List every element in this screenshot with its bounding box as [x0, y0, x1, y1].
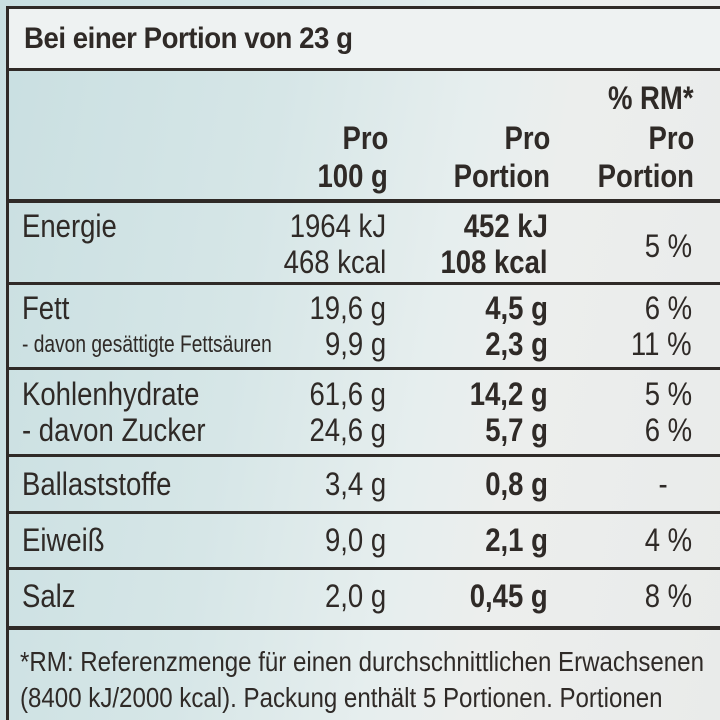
header-per100-line2: 100 g [317, 158, 388, 194]
row-fett-sat-portion: 2,3 g [485, 326, 548, 362]
rule-salz [6, 626, 720, 630]
row-fett-sublabel: - davon gesättigte Fettsäuren [22, 331, 272, 358]
row-zucker-rm: 6 % [644, 412, 692, 448]
row-kohlenhydrate-per100: 61,6 g [309, 376, 386, 412]
row-ballaststoffe-per100: 3,4 g [324, 466, 386, 502]
row-fett-rm: 6 % [644, 290, 692, 326]
row-energie-portion-kcal: 108 kcal [440, 244, 548, 280]
row-kohlenhydrate-portion: 14,2 g [469, 376, 548, 412]
row-energie-rm: 5 % [644, 228, 692, 264]
row-ballaststoffe-portion: 0,8 g [485, 466, 548, 502]
row-fett-sat-per100: 9,9 g [324, 326, 386, 362]
row-kohlenhydrate-label: Kohlenhydrate [22, 376, 200, 412]
rule-top [6, 6, 720, 9]
row-energie-portion-kj: 452 kJ [463, 208, 548, 244]
row-eiweiss-rm: 4 % [644, 522, 692, 558]
row-salz-label: Salz [22, 578, 76, 614]
header-rm-line3: Portion [597, 158, 694, 194]
row-salz-rm: 8 % [644, 578, 692, 614]
row-energie-per100-kj: 1964 kJ [289, 208, 386, 244]
row-eiweiss-label: Eiweiß [22, 522, 105, 558]
rule-eiweiss [6, 567, 720, 570]
row-salz-portion: 0,45 g [469, 578, 548, 614]
border-left [6, 8, 9, 630]
rule-header [6, 199, 720, 203]
rule-energie [6, 282, 720, 285]
row-fett-per100: 19,6 g [309, 290, 386, 326]
rule-fett [6, 367, 720, 370]
rule-kohlenhydrate [6, 454, 720, 457]
title-band [6, 8, 720, 70]
header-per100-line1: Pro [342, 120, 388, 156]
row-zucker-label: - davon Zucker [22, 412, 206, 448]
row-ballaststoffe-rm: - [658, 466, 668, 502]
row-zucker-portion: 5,7 g [485, 412, 548, 448]
row-energie-label: Energie [22, 208, 117, 244]
border-left-foot [6, 630, 9, 720]
row-fett-sat-rm: 11 % [631, 326, 692, 362]
footnote-line1: *RM: Referenzmenge für einen durchschnit… [20, 646, 704, 677]
row-eiweiss-per100: 9,0 g [324, 522, 386, 558]
row-ballaststoffe-label: Ballaststoffe [22, 466, 172, 502]
row-zucker-per100: 24,6 g [309, 412, 386, 448]
header-rm-line1: % RM* [608, 80, 694, 116]
footnote-line2: (8400 kJ/2000 kcal). Packung enthält 5 P… [20, 682, 663, 713]
row-eiweiss-portion: 2,1 g [485, 522, 548, 558]
rule-title [6, 68, 720, 71]
row-fett-label: Fett [22, 290, 70, 326]
header-portion-line2: Portion [453, 158, 550, 194]
row-kohlenhydrate-rm: 5 % [644, 376, 692, 412]
row-salz-per100: 2,0 g [324, 578, 386, 614]
row-energie-per100-kcal: 468 kcal [283, 244, 386, 280]
rule-ballaststoffe [6, 511, 720, 514]
row-fett-portion: 4,5 g [485, 290, 548, 326]
header-rm-line2: Pro [648, 120, 694, 156]
serving-title: Bei einer Portion von 23 g [24, 22, 353, 55]
header-portion-line1: Pro [504, 120, 550, 156]
